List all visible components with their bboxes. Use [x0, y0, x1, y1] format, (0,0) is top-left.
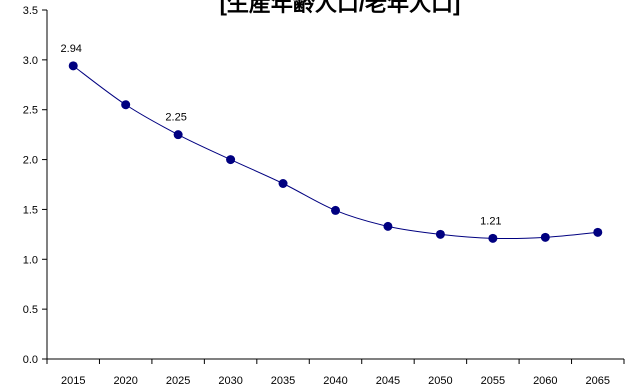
- x-tick-label: 2045: [376, 375, 400, 387]
- y-tick-label: 3.0: [23, 55, 38, 67]
- x-tick-label: 2030: [218, 375, 242, 387]
- y-tick-label: 2.0: [23, 155, 38, 167]
- data-label: 2.94: [61, 43, 82, 55]
- data-point: [383, 221, 393, 231]
- data-point: [68, 61, 78, 71]
- data-label: 1.21: [480, 215, 501, 227]
- y-tick-label: 0.5: [23, 304, 38, 316]
- y-tick-label: 2.5: [23, 105, 38, 117]
- data-point: [488, 233, 498, 243]
- data-point: [173, 130, 183, 140]
- data-point: [435, 229, 445, 239]
- y-tick-label: 3.5: [23, 5, 38, 17]
- y-tick-label: 0.0: [23, 354, 38, 366]
- x-tick-label: 2065: [586, 375, 610, 387]
- x-tick-label: 2060: [533, 375, 557, 387]
- data-point: [121, 100, 131, 110]
- x-tick-label: 2055: [481, 375, 505, 387]
- x-tick-label: 2015: [61, 375, 85, 387]
- x-tick-label: 2040: [323, 375, 347, 387]
- x-tick-label: 2025: [166, 375, 190, 387]
- x-tick-label: 2050: [428, 375, 452, 387]
- x-tick-label: 2020: [113, 375, 137, 387]
- y-tick-label: 1.0: [23, 254, 38, 266]
- data-point: [331, 205, 340, 215]
- data-point: [226, 155, 236, 165]
- y-tick-label: 1.5: [23, 204, 38, 216]
- data-point: [593, 227, 603, 237]
- data-label: 2.25: [165, 112, 186, 124]
- x-tick-label: 2035: [271, 375, 295, 387]
- chart-title: [生産年齢人口/老年人口]: [219, 0, 461, 16]
- data-point: [540, 232, 550, 242]
- data-point: [278, 179, 288, 189]
